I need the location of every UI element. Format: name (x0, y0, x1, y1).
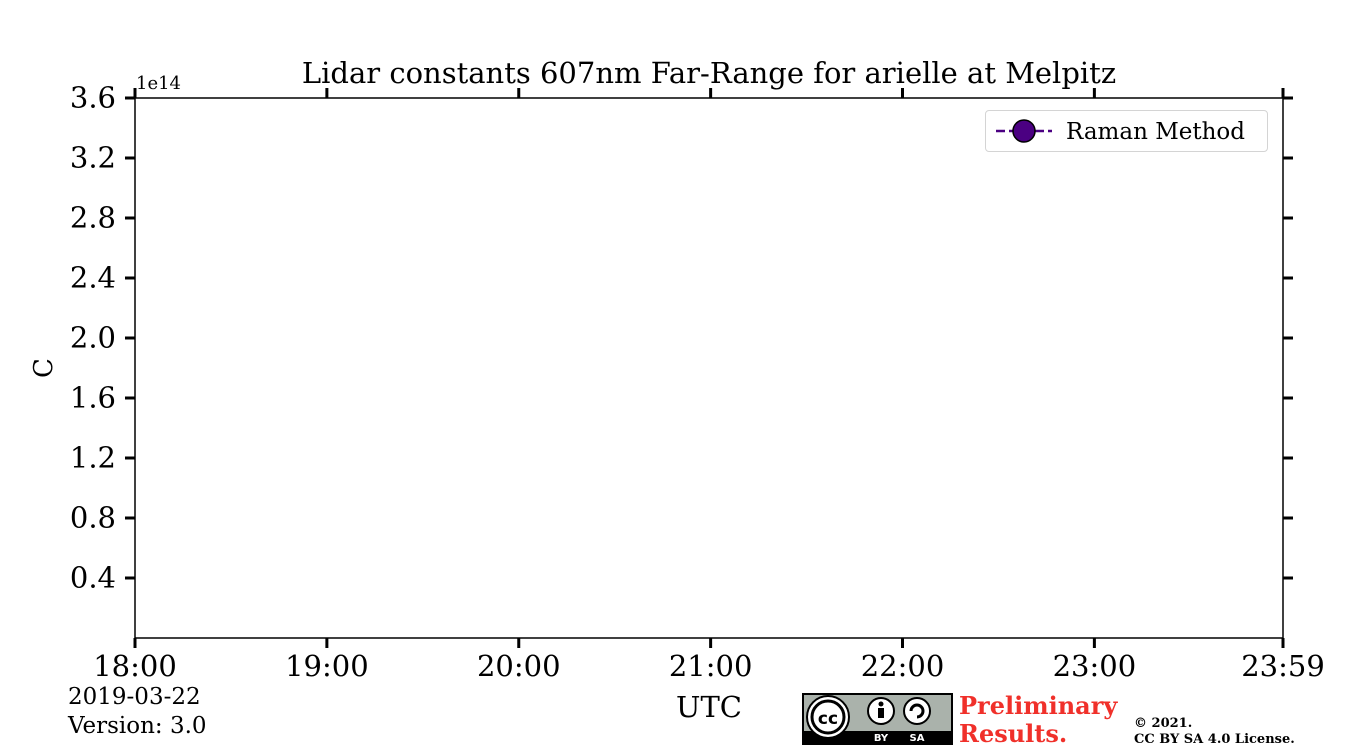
x-tick-label: 18:00 (93, 649, 177, 683)
y-tick-label: 2.8 (69, 200, 116, 235)
x-tick-label: 19:00 (285, 649, 369, 683)
y-tick-label: 1.6 (69, 380, 116, 415)
x-tick-label: 21:00 (668, 649, 753, 683)
footer-version: Version: 3.0 (68, 713, 207, 739)
legend-marker (1012, 119, 1036, 143)
y-tick-label: 3.2 (69, 140, 116, 175)
legend: Raman Method (985, 110, 1268, 152)
footer-date: 2019-03-22 (68, 684, 201, 710)
preliminary-line-1: Preliminary (959, 691, 1118, 720)
y-axis-ticks (125, 96, 1293, 580)
y-tick-label: 3.6 (69, 80, 116, 115)
y-tick-label: 0.4 (69, 560, 116, 595)
x-tick-label: 22:00 (860, 649, 945, 683)
cc-sa-text: SA (910, 733, 925, 744)
y-offset-label: 1e14 (136, 73, 182, 94)
x-tick-label: 23:00 (1052, 649, 1137, 683)
copyright-line-2: CC BY SA 4.0 License. (1134, 732, 1295, 747)
cc-license-logo-icon: cc BY SA (802, 693, 953, 745)
y-tick-label: 0.8 (69, 500, 116, 535)
cc-text: cc (818, 709, 838, 729)
copyright-notice: © 2021. CC BY SA 4.0 License. (1134, 716, 1295, 748)
preliminary-line-2: Results. (959, 719, 1068, 748)
preliminary-results-note: Preliminary Results. (959, 692, 1117, 748)
x-axis-ticks (133, 88, 1285, 648)
y-tick-label: 1.2 (69, 440, 116, 475)
x-tick-label: 23:59 (1241, 649, 1325, 683)
x-tick-label: 20:00 (476, 649, 561, 683)
legend-label: Raman Method (1066, 119, 1245, 145)
y-tick-label: 2.4 (69, 260, 116, 295)
plot-area (134, 97, 1284, 639)
chart-title: Lidar constants 607nm Far-Range for arie… (301, 56, 1117, 90)
y-axis-label: C (29, 358, 59, 378)
cc-by-text: BY (874, 733, 889, 744)
copyright-line-1: © 2021. (1134, 716, 1193, 731)
legend-marker-icon (996, 119, 1052, 143)
x-axis-label: UTC (676, 690, 742, 724)
y-tick-label: 2.0 (69, 320, 116, 355)
